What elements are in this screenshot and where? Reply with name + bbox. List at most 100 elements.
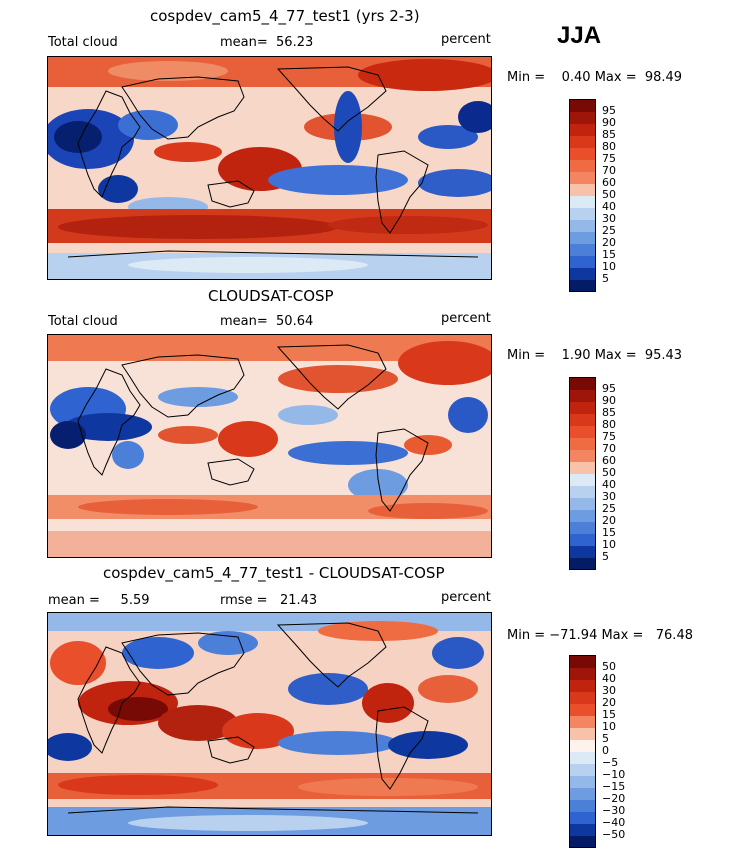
color-bar-label: 30 bbox=[602, 684, 616, 697]
color-swatch bbox=[570, 148, 595, 160]
map-field bbox=[47, 334, 492, 558]
color-swatch bbox=[570, 136, 595, 148]
color-swatch bbox=[570, 474, 595, 486]
color-bar bbox=[569, 99, 596, 292]
map-field bbox=[47, 612, 492, 836]
color-swatch bbox=[570, 402, 595, 414]
color-bar-label: 90 bbox=[602, 116, 616, 129]
color-swatch bbox=[570, 692, 595, 704]
color-swatch bbox=[570, 414, 595, 426]
panel-title: cospdev_cam5_4_77_test1 - CLOUDSAT-COSP bbox=[103, 564, 445, 582]
color-bar-label: −5 bbox=[602, 756, 619, 769]
color-swatch bbox=[570, 836, 595, 847]
color-swatch bbox=[570, 558, 595, 569]
color-bar-label: 15 bbox=[602, 708, 616, 721]
color-bar-label: −10 bbox=[602, 768, 626, 781]
color-bar-label: −40 bbox=[602, 816, 626, 829]
color-swatch bbox=[570, 280, 595, 291]
units-label: percent bbox=[441, 590, 491, 605]
rmse-label: rmse = 21.43 bbox=[220, 593, 318, 608]
panel-title: cospdev_cam5_4_77_test1 (yrs 2-3) bbox=[150, 7, 420, 25]
color-swatch bbox=[570, 220, 595, 232]
color-swatch bbox=[570, 378, 595, 390]
color-swatch bbox=[570, 450, 595, 462]
color-swatch bbox=[570, 462, 595, 474]
color-swatch bbox=[570, 486, 595, 498]
color-bar-label: 10 bbox=[602, 538, 616, 551]
color-bar-label: 60 bbox=[602, 454, 616, 467]
color-swatch bbox=[570, 704, 595, 716]
color-bar-label: 10 bbox=[602, 720, 616, 733]
color-swatch bbox=[570, 812, 595, 824]
color-swatch bbox=[570, 800, 595, 812]
color-bar-label: 5 bbox=[602, 732, 609, 745]
mean-label: mean = 5.59 bbox=[48, 593, 150, 608]
color-swatch bbox=[570, 824, 595, 836]
map-svg bbox=[48, 613, 491, 835]
color-swatch bbox=[570, 184, 595, 196]
color-bar-label: 40 bbox=[602, 478, 616, 491]
color-swatch bbox=[570, 208, 595, 220]
color-bar-label: −15 bbox=[602, 780, 626, 793]
color-bar-label: 80 bbox=[602, 418, 616, 431]
color-swatch bbox=[570, 256, 595, 268]
color-swatch bbox=[570, 740, 595, 752]
color-bar-label: 60 bbox=[602, 176, 616, 189]
color-bar-label: 50 bbox=[602, 660, 616, 673]
color-bar-label: 15 bbox=[602, 248, 616, 261]
color-bar-label: 75 bbox=[602, 430, 616, 443]
color-bar-label: 15 bbox=[602, 526, 616, 539]
color-bar-label: 95 bbox=[602, 382, 616, 395]
color-bar-label: 85 bbox=[602, 128, 616, 141]
color-swatch bbox=[570, 680, 595, 692]
variable-label: Total cloud bbox=[48, 35, 118, 50]
color-swatch bbox=[570, 438, 595, 450]
color-bar-label: 20 bbox=[602, 514, 616, 527]
mean-label: mean= 56.23 bbox=[220, 35, 314, 50]
color-bar-label: 25 bbox=[602, 224, 616, 237]
map-field bbox=[47, 56, 492, 280]
color-bar bbox=[569, 655, 596, 848]
variable-label: Total cloud bbox=[48, 314, 118, 329]
color-swatch bbox=[570, 522, 595, 534]
color-swatch bbox=[570, 244, 595, 256]
color-bar-label: 80 bbox=[602, 140, 616, 153]
color-bar-label: 75 bbox=[602, 152, 616, 165]
color-swatch bbox=[570, 668, 595, 680]
color-bar-label: 5 bbox=[602, 272, 609, 285]
color-bar-label: 30 bbox=[602, 212, 616, 225]
color-swatch bbox=[570, 112, 595, 124]
min-max-label: Min = −71.94 Max = 76.48 bbox=[507, 628, 693, 643]
color-bar-label: 20 bbox=[602, 696, 616, 709]
color-bar-label: 25 bbox=[602, 502, 616, 515]
color-bar-label: 90 bbox=[602, 394, 616, 407]
color-swatch bbox=[570, 728, 595, 740]
color-swatch bbox=[570, 196, 595, 208]
color-swatch bbox=[570, 764, 595, 776]
min-max-label: Min = 1.90 Max = 95.43 bbox=[507, 348, 683, 363]
color-swatch bbox=[570, 776, 595, 788]
color-bar-label: 10 bbox=[602, 260, 616, 273]
color-bar-label: −50 bbox=[602, 828, 626, 841]
color-swatch bbox=[570, 534, 595, 546]
color-bar-label: 40 bbox=[602, 672, 616, 685]
color-bar-label: 50 bbox=[602, 466, 616, 479]
color-swatch bbox=[570, 546, 595, 558]
color-bar-label: −30 bbox=[602, 804, 626, 817]
color-swatch bbox=[570, 124, 595, 136]
color-bar bbox=[569, 377, 596, 570]
color-swatch bbox=[570, 268, 595, 280]
color-swatch bbox=[570, 390, 595, 402]
color-swatch bbox=[570, 426, 595, 438]
color-swatch bbox=[570, 656, 595, 668]
season-label: JJA bbox=[557, 22, 602, 49]
color-bar-label: 20 bbox=[602, 236, 616, 249]
mean-label: mean= 50.64 bbox=[220, 314, 314, 329]
map-svg bbox=[48, 57, 491, 279]
color-bar-label: 85 bbox=[602, 406, 616, 419]
color-bar-label: 70 bbox=[602, 442, 616, 455]
color-swatch bbox=[570, 160, 595, 172]
color-bar-label: 50 bbox=[602, 188, 616, 201]
color-bar-label: −20 bbox=[602, 792, 626, 805]
color-swatch bbox=[570, 232, 595, 244]
